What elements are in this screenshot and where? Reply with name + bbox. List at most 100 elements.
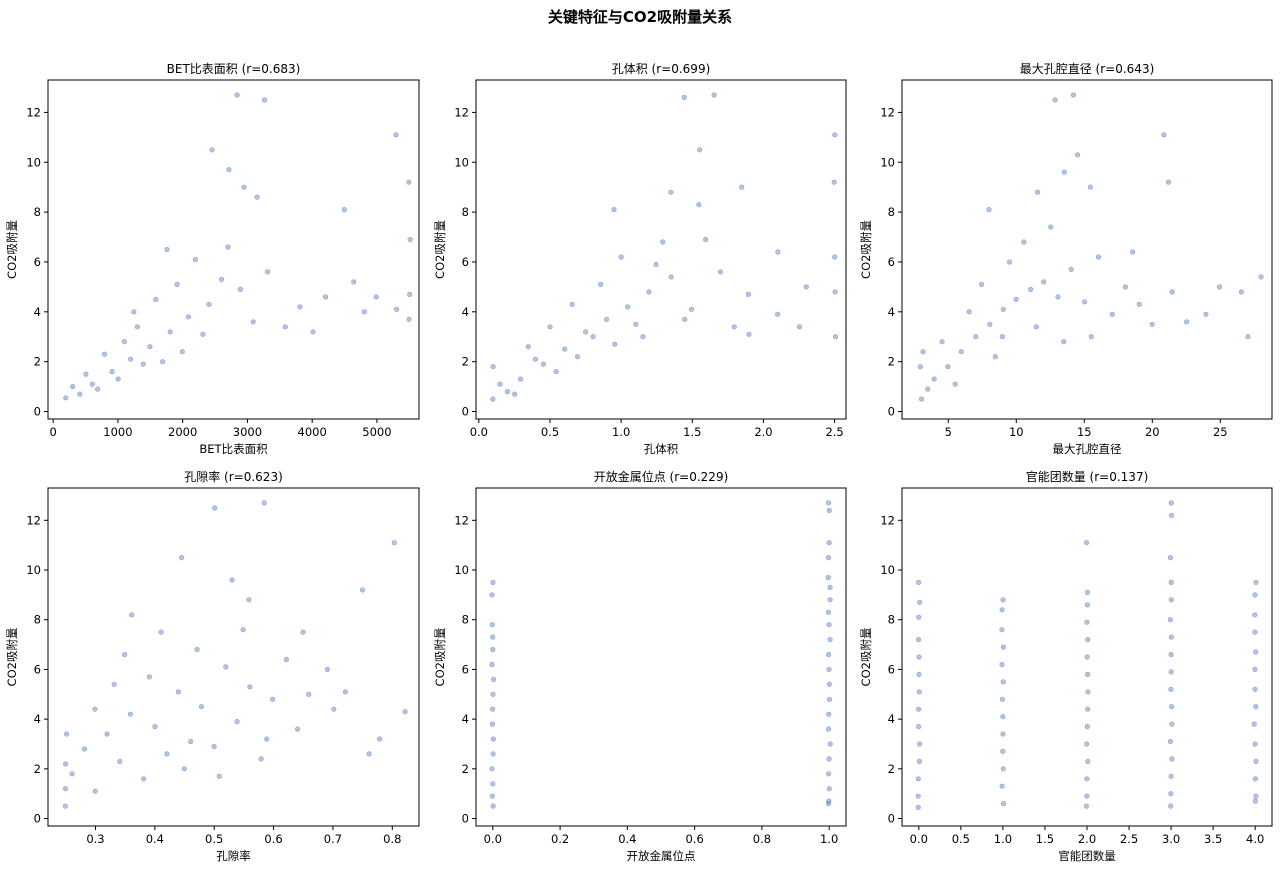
x-tick-label: 0.0 xyxy=(470,425,488,439)
x-tick-label: 2.0 xyxy=(1078,832,1096,846)
data-point xyxy=(407,291,413,298)
data-point xyxy=(826,540,832,546)
x-tick-label: 1.0 xyxy=(612,425,630,439)
y-tick-label: 8 xyxy=(34,613,41,627)
data-point xyxy=(1033,324,1039,330)
data-point xyxy=(826,711,832,717)
y-axis-label: CO2吸附量 xyxy=(5,220,19,279)
data-point xyxy=(341,207,347,213)
data-point xyxy=(109,369,115,375)
x-tick-label: 2.5 xyxy=(1120,832,1138,846)
subplot-title: 官能团数量 (r=0.137) xyxy=(1026,469,1149,484)
data-point xyxy=(1252,741,1258,747)
data-point xyxy=(270,696,276,702)
data-point xyxy=(188,738,194,745)
subplot-title: 最大孔腔直径 (r=0.643) xyxy=(1020,61,1155,76)
data-point xyxy=(1238,289,1244,295)
y-tick-label: 2 xyxy=(888,762,895,776)
x-tick-label: 2.5 xyxy=(825,425,843,439)
data-point xyxy=(660,239,666,245)
x-tick-label: 0.0 xyxy=(910,832,928,846)
scatter-points xyxy=(917,92,1264,402)
data-point xyxy=(825,574,831,581)
data-point xyxy=(297,304,303,310)
data-point xyxy=(918,396,925,402)
y-tick-label: 12 xyxy=(880,105,895,119)
x-tick-label: 4.0 xyxy=(1246,832,1264,846)
x-tick-label: 0.6 xyxy=(264,832,282,846)
data-point xyxy=(489,721,496,727)
data-point xyxy=(517,376,524,382)
data-point xyxy=(540,361,547,367)
x-tick-label: 0.5 xyxy=(952,832,970,846)
x-tick-label: 25 xyxy=(1213,425,1228,439)
data-point xyxy=(827,597,833,603)
data-point xyxy=(1252,798,1258,804)
data-point xyxy=(1253,704,1259,710)
data-point xyxy=(237,286,243,293)
x-tick-label: 2.0 xyxy=(754,425,772,439)
y-tick-label: 8 xyxy=(888,205,895,219)
data-point xyxy=(94,386,101,392)
data-point xyxy=(987,321,993,327)
data-point xyxy=(916,689,922,695)
data-point xyxy=(952,381,958,387)
data-point xyxy=(653,261,659,268)
data-point xyxy=(406,316,412,322)
y-tick-label: 10 xyxy=(454,155,469,169)
data-point xyxy=(1168,597,1174,603)
data-point xyxy=(1068,266,1074,273)
data-point xyxy=(209,147,215,153)
data-point xyxy=(490,691,496,697)
data-point xyxy=(489,622,495,628)
y-tick-label: 0 xyxy=(888,812,895,826)
data-point xyxy=(331,706,337,712)
data-point xyxy=(825,609,832,615)
data-point xyxy=(1245,334,1251,340)
data-point xyxy=(1216,284,1223,290)
data-point xyxy=(978,281,985,288)
data-point xyxy=(62,761,69,767)
data-point xyxy=(1168,500,1174,506)
data-point xyxy=(1084,671,1091,678)
data-point xyxy=(81,746,87,752)
subplot-title: 孔隙率 (r=0.623) xyxy=(184,469,283,484)
data-point xyxy=(827,741,833,747)
data-point xyxy=(1183,319,1190,325)
data-point xyxy=(945,364,951,370)
data-point xyxy=(164,751,170,757)
data-point xyxy=(181,766,187,772)
data-point xyxy=(745,291,752,298)
data-point xyxy=(826,696,833,702)
data-point xyxy=(70,384,76,390)
data-point xyxy=(915,579,922,586)
x-tick-label: 15 xyxy=(1077,425,1092,439)
y-tick-label: 2 xyxy=(888,355,895,369)
data-point xyxy=(1168,773,1174,779)
x-tick-label: 0.5 xyxy=(541,425,559,439)
y-tick-label: 2 xyxy=(34,762,41,776)
data-point xyxy=(264,736,270,742)
data-point xyxy=(1000,679,1006,685)
data-point xyxy=(774,311,781,317)
scatter-points xyxy=(490,92,839,402)
y-tick-label: 2 xyxy=(462,762,469,776)
data-point xyxy=(282,324,288,330)
x-tick-label: 0.8 xyxy=(383,832,401,846)
y-tick-label: 4 xyxy=(462,712,469,726)
data-point xyxy=(111,681,117,687)
data-point xyxy=(489,766,495,772)
y-tick-label: 0 xyxy=(34,812,41,826)
data-point xyxy=(393,132,399,138)
plot-frame xyxy=(901,79,1273,420)
x-tick-label: 1.0 xyxy=(820,832,838,846)
data-point xyxy=(300,629,306,635)
data-point xyxy=(373,294,379,300)
data-point xyxy=(258,756,264,762)
data-point xyxy=(831,179,837,185)
x-tick-label: 1000 xyxy=(103,425,132,439)
data-point xyxy=(306,691,312,697)
data-point xyxy=(999,696,1006,702)
data-point xyxy=(590,334,596,340)
